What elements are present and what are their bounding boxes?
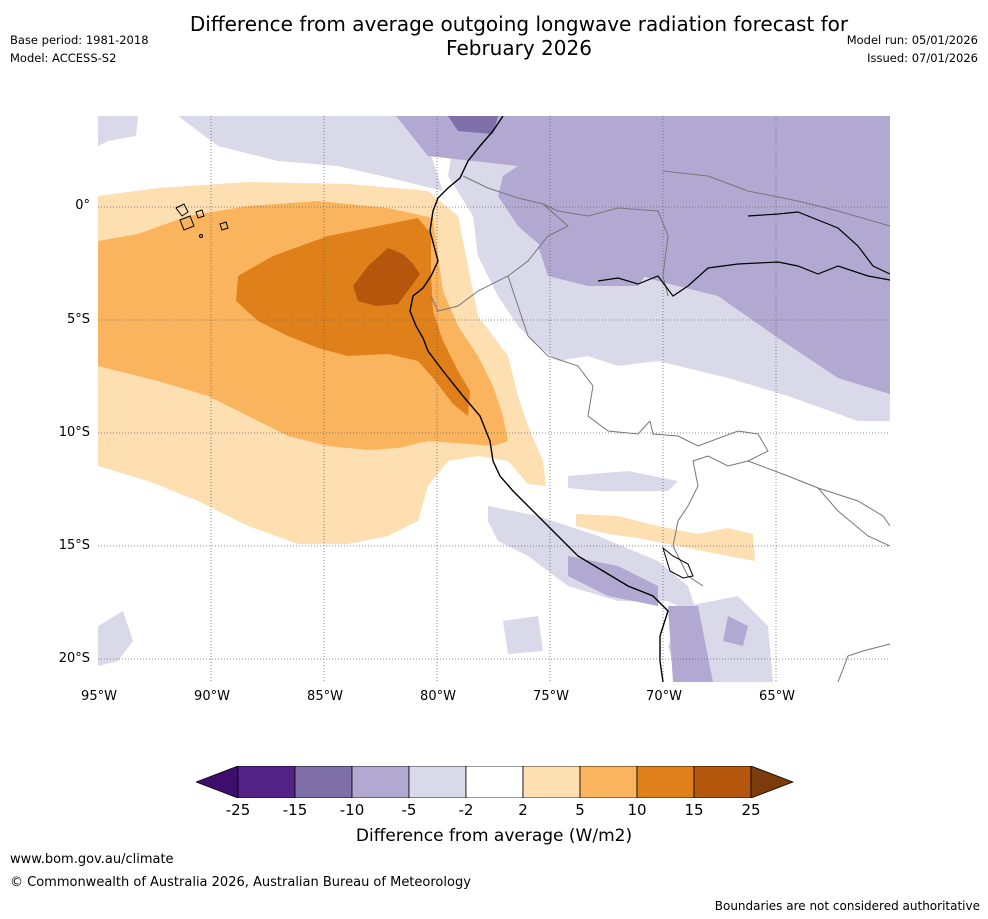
colorbar-segment: [351, 766, 410, 798]
model-run: Model run: 05/01/2026: [846, 33, 978, 47]
colorbar-tick-label: 10: [627, 801, 647, 819]
colorbar-segment: [294, 766, 353, 798]
colorbar-tick-label: -2: [458, 801, 474, 819]
country-borders: [430, 170, 890, 682]
colorbar-tick-label: 15: [684, 801, 704, 819]
lon-label: 90°W: [194, 689, 230, 704]
lon-label: 75°W: [533, 689, 569, 704]
graticule: [98, 116, 890, 682]
lon-label: 85°W: [307, 689, 343, 704]
footer-disclaimer: Boundaries are not considered authoritat…: [714, 899, 980, 913]
lake-titicaca: [662, 546, 694, 579]
lat-label: 0°: [75, 198, 90, 213]
colorbar-segment: [408, 766, 467, 798]
colorbar-tick-label: -25: [225, 801, 251, 819]
colorbar-tick-label: 25: [741, 801, 761, 819]
lat-label: 20°S: [58, 651, 90, 666]
meta-left: Base period: 1981-2018 Model: ACCESS-S2: [10, 31, 149, 67]
colorbar-tick-label: -5: [401, 801, 417, 819]
colorbar-segment: [579, 766, 638, 798]
colorbar-arrow-low: [196, 766, 239, 798]
colorbar-tick-label: 2: [518, 801, 528, 819]
title-line-2: February 2026: [446, 36, 592, 60]
footer-copyright: © Commonwealth of Australia 2026, Austra…: [10, 875, 471, 890]
colorbar-segment: [465, 766, 524, 798]
colorbar-segment: [237, 766, 296, 798]
meta-right: Model run: 05/01/2026 Issued: 07/01/2026: [847, 31, 978, 67]
lat-label: 5°S: [66, 312, 90, 327]
region-medium-purple: [396, 116, 890, 682]
colorbar-tick-label: -15: [282, 801, 308, 819]
colorbar: [196, 766, 794, 798]
region-light-orange-2: [576, 514, 755, 561]
galapagos-islands: [175, 203, 229, 238]
colorbar-tick-label: -10: [339, 801, 365, 819]
lat-label: 15°S: [58, 538, 90, 553]
colorbar-segment: [636, 766, 695, 798]
lon-label: 80°W: [420, 689, 456, 704]
model-name: Model: ACCESS-S2: [10, 51, 117, 65]
base-period: Base period: 1981-2018: [10, 33, 149, 47]
coastline: [409, 116, 669, 682]
river-north: [747, 211, 890, 275]
colorbar-label: Difference from average (W/m2): [355, 826, 633, 846]
anomaly-map: [98, 116, 890, 682]
region-dark-purple: [448, 116, 498, 134]
colorbar-tick-label: 5: [575, 801, 585, 819]
region-deep-orange: [353, 248, 420, 306]
lon-label: 65°W: [759, 689, 795, 704]
lon-label: 95°W: [81, 689, 117, 704]
lon-label: 70°W: [646, 689, 682, 704]
colorbar-segment: [522, 766, 581, 798]
issued-date: Issued: 07/01/2026: [867, 51, 978, 65]
river: [597, 261, 890, 297]
title-line-1: Difference from average outgoing longwav…: [189, 12, 849, 36]
colorbar-segment: [693, 766, 752, 798]
footer-url: www.bom.gov.au/climate: [10, 852, 174, 867]
colorbar-arrow-high: [750, 766, 794, 798]
chart-title: Difference from average outgoing longwav…: [160, 12, 878, 60]
lat-label: 10°S: [58, 425, 90, 440]
